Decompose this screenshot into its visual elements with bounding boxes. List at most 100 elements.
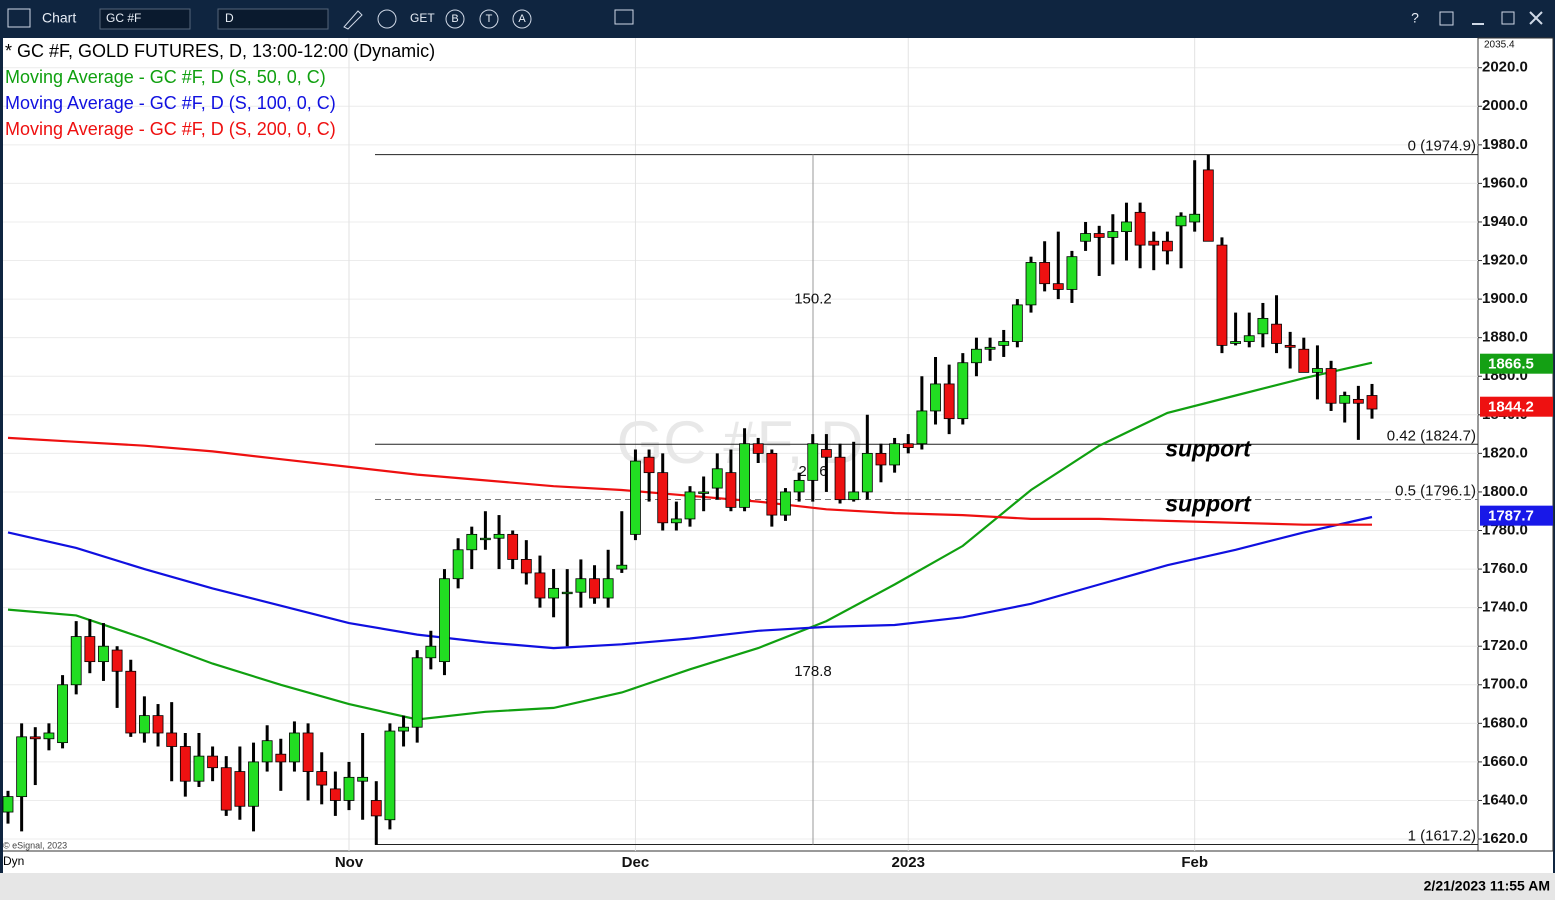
candle-body [248,761,259,807]
candle-body [43,732,55,740]
get-button[interactable]: GET [410,11,435,25]
candle-body [493,533,505,539]
candle-body [166,732,178,747]
chart-title: * GC #F, GOLD FUTURES, D, 13:00-12:00 (D… [5,41,435,61]
candle-body [657,472,669,524]
candle-body [507,533,519,560]
candle-body [1025,262,1037,306]
price-tag-label: 1787.7 [1488,508,1534,525]
button-t-label[interactable]: T [486,13,493,25]
candle-body [261,740,273,763]
candle-body [670,518,682,524]
y-tick-label: 1960.0 [1482,174,1528,191]
help-button[interactable]: ? [1411,10,1419,26]
candle-body [1325,368,1337,404]
candle-body [561,591,573,595]
candle-body [1271,323,1282,344]
candle-body [16,736,28,798]
candle-body [1011,304,1023,342]
y-tick-label: 1760.0 [1482,560,1528,577]
candle-body [425,645,437,659]
candle-body [452,549,464,580]
candle-body [752,443,764,454]
candle-body [1312,368,1323,373]
button-t[interactable] [479,9,499,29]
button-a-label[interactable]: A [518,13,526,25]
candle-body [357,776,369,782]
symbol-box[interactable] [99,8,191,30]
candle-body [220,767,232,811]
button-b[interactable] [445,9,465,29]
fib-label: 0 (1974.9) [1408,138,1476,155]
interval[interactable]: D [225,11,234,25]
candle-body [1339,395,1351,404]
candle-body [1080,233,1091,242]
fib-label: 1 (1617.2) [1408,827,1476,844]
y-tick-label: 1820.0 [1482,444,1528,461]
interval-box[interactable] [217,8,329,30]
moving-average-line [7,361,1373,721]
candle-body [179,746,191,782]
candle-body [1066,256,1078,290]
x-tick-label: Feb [1181,854,1208,871]
candle-body [370,800,382,817]
timestamp: 2/21/2023 11:55 AM [1424,878,1550,894]
wave-icon[interactable] [377,9,397,29]
candle-body [302,732,314,772]
candle-body [289,732,300,763]
fib-label: 0.42 (1824.7) [1387,427,1476,444]
comment-icon[interactable] [614,9,634,25]
button-a[interactable] [512,9,532,29]
candle-body [1134,211,1146,246]
candle-body [1148,240,1160,246]
candle-body [643,456,655,474]
candle-body [589,578,600,599]
fib-label: 0.5 (1796.1) [1395,482,1476,499]
candle-body [698,491,710,494]
candle-body [98,645,109,663]
candle-body [875,452,887,466]
chart-icon[interactable] [7,8,31,28]
candle-body [207,755,219,769]
candle-body [57,684,68,744]
candle-body [439,578,450,663]
candle-body [739,443,750,508]
candle-body [1121,221,1132,233]
status-bar [0,873,1555,900]
y-tick-label: 1660.0 [1482,753,1528,770]
price-tag-label: 1844.2 [1488,399,1534,416]
price-tag-label: 1866.5 [1488,356,1534,373]
candle-body [548,587,559,599]
moving-average-line [7,515,1373,650]
candle-body [84,636,96,663]
annotation: support [1165,435,1252,461]
price-tag [1480,396,1553,417]
x-tick-label: 2023 [892,854,925,871]
candle-body [1189,213,1201,223]
candle-body [684,491,696,520]
annotation: support [1165,491,1252,517]
axis-top-label: 2035.4 [1484,40,1515,51]
candle-body [2,796,14,813]
button-b-label[interactable]: B [451,13,458,25]
y-tick-label: 1800.0 [1482,483,1528,500]
chart-label[interactable]: Chart [42,10,76,26]
candle-body [984,346,996,350]
maximize-button[interactable] [1501,11,1515,25]
candle-body [1230,341,1241,344]
close-button[interactable] [1529,11,1543,25]
window-icon[interactable] [1439,11,1454,26]
y-tick-label: 1700.0 [1482,676,1528,693]
pencil-icon[interactable] [343,10,363,30]
candle-body [807,443,819,481]
candle-body [152,715,164,734]
measure-label: 178.8 [794,663,832,680]
symbol[interactable]: GC #F [106,11,141,25]
candle-body [70,636,82,686]
candle-body [793,479,805,493]
candle-body [329,788,341,801]
candle-body [1352,398,1364,404]
candle-body [1107,231,1119,238]
candle-body [1052,283,1064,290]
candle-body [902,443,914,448]
